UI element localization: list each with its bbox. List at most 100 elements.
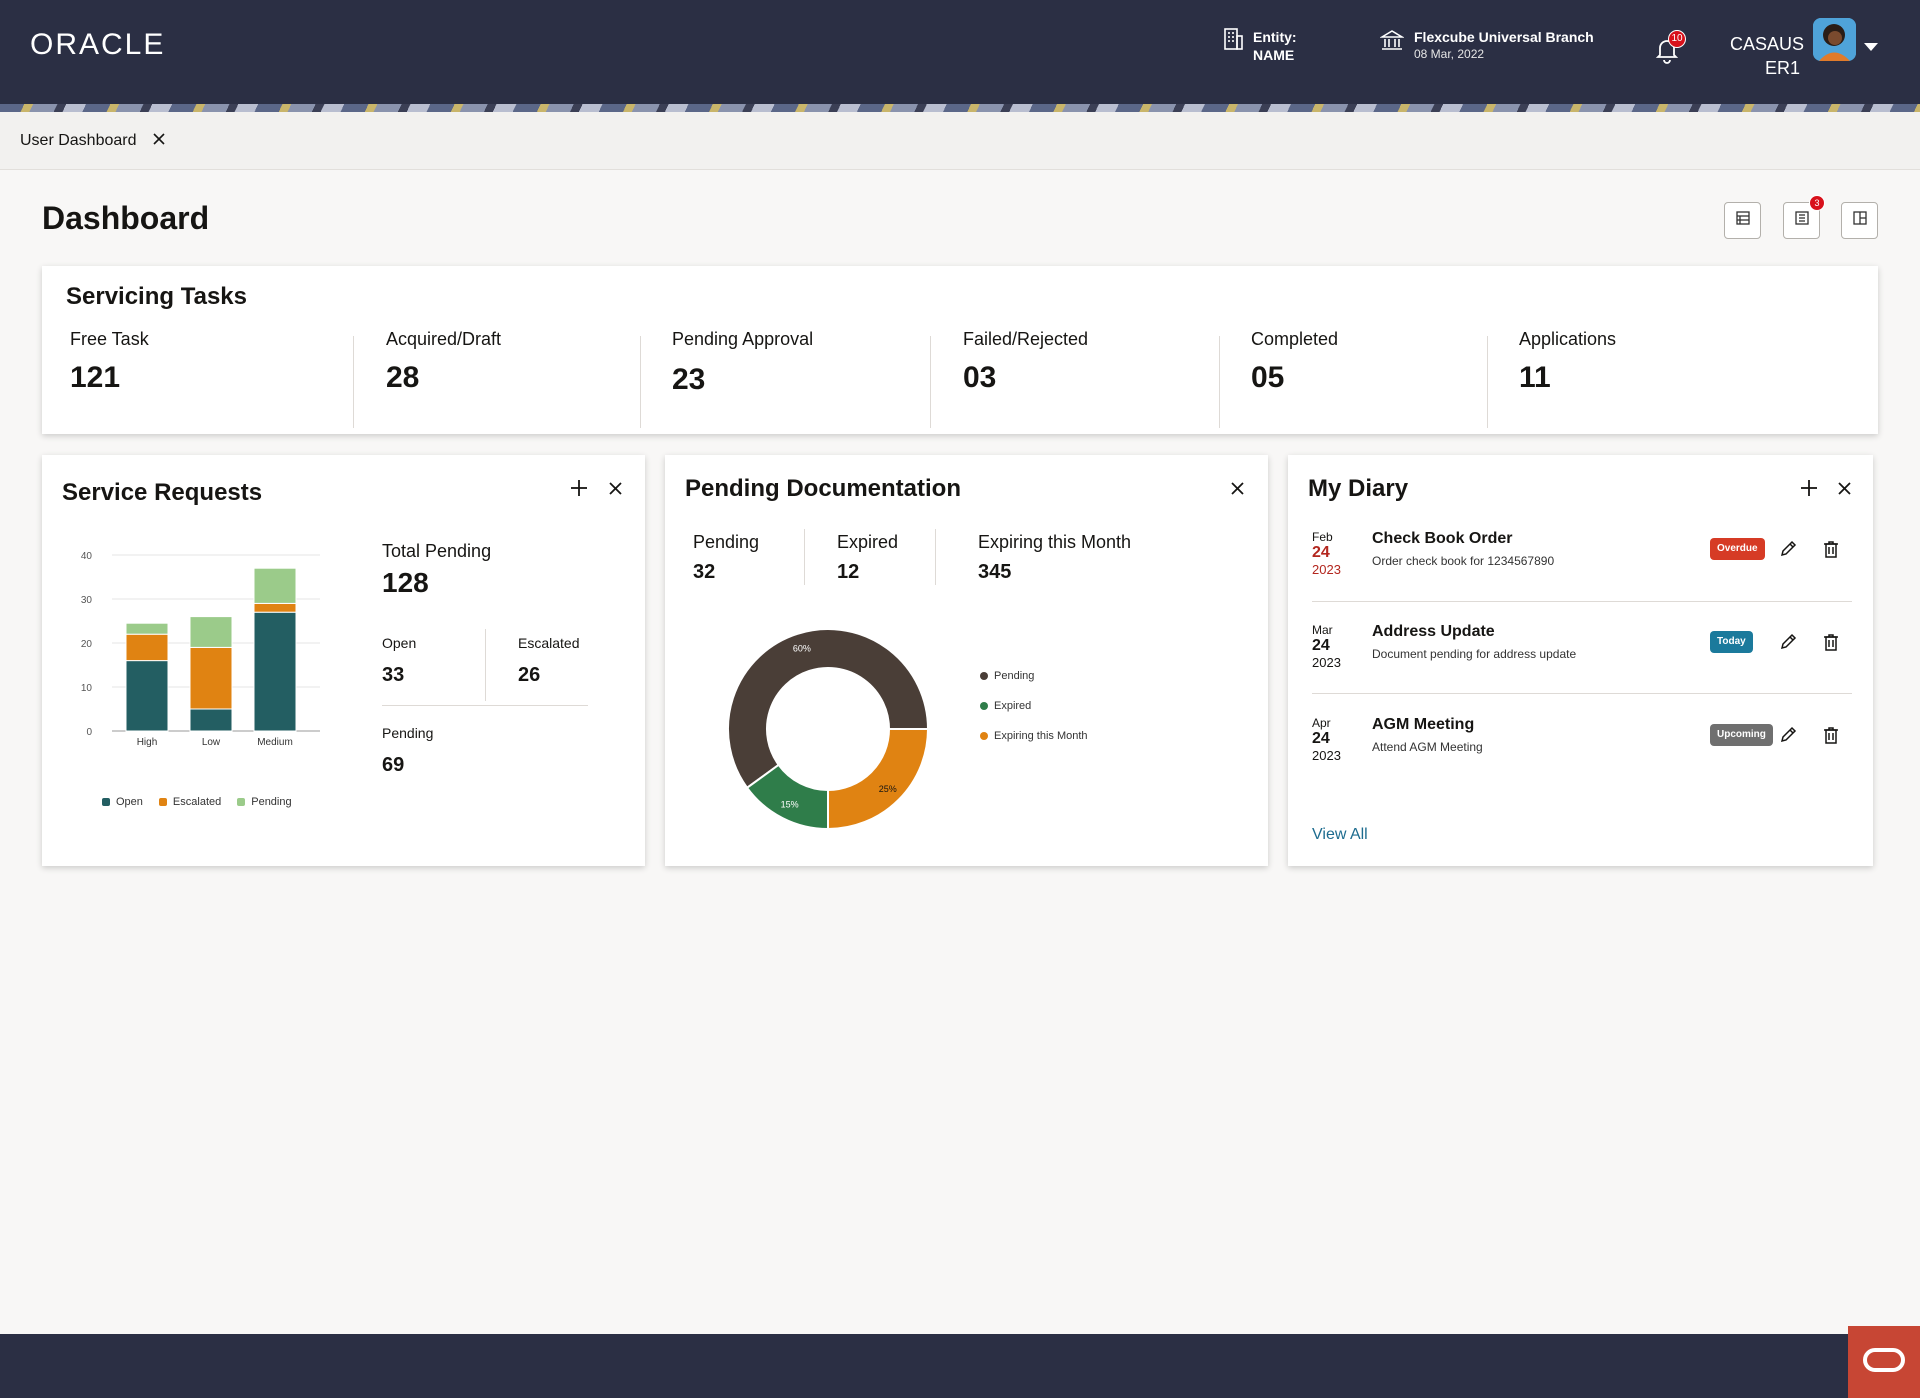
chart-legend: Pending Expired Expiring this Month	[980, 670, 1088, 742]
oracle-o-icon	[1862, 1347, 1906, 1378]
y-tick-label: 40	[81, 551, 93, 562]
y-tick-label: 0	[86, 727, 92, 738]
legend-label: Open	[116, 796, 143, 808]
legend-swatch	[158, 798, 167, 806]
legend-swatch	[237, 798, 246, 806]
bar-pending	[253, 567, 297, 604]
donut-slice-pending	[727, 628, 930, 790]
user-name-line2: ER1	[1764, 58, 1800, 78]
doc-stat-expired[interactable]: Expired 12	[837, 531, 898, 584]
notifications-button[interactable]: 10	[1654, 30, 1686, 64]
notification-badge: 10	[1668, 30, 1686, 48]
notes-button[interactable]: 3	[1783, 195, 1825, 239]
pending-documentation-card: Pending Documentation Pending 32 Expired…	[665, 455, 1268, 866]
delete-trash-icon[interactable]	[1820, 631, 1842, 653]
divider	[382, 705, 588, 706]
stat-label: Pending Approval	[672, 329, 814, 349]
total-pending-value: 128	[382, 567, 429, 598]
x-tick-label: Medium	[257, 737, 293, 748]
legend-label: Expiring this Month	[994, 730, 1088, 742]
bar-escalated	[125, 633, 169, 662]
diary-entry-subtitle: Attend AGM Meeting	[1372, 740, 1483, 754]
entity-label: Entity:	[1253, 29, 1297, 45]
stat-label: Completed	[1251, 329, 1339, 349]
close-icon[interactable]	[1833, 477, 1855, 499]
add-icon[interactable]	[1798, 477, 1820, 499]
servicing-tasks-card: Servicing Tasks Free Task 121 Acquired/D…	[42, 266, 1878, 434]
stat-value: 11	[1519, 361, 1551, 394]
diary-entry[interactable]: Feb 24 2023 Check Book Order Order check…	[1312, 530, 1852, 622]
stat-value: 32	[693, 561, 716, 583]
legend-item-escalated: Escalated	[158, 796, 221, 808]
close-icon[interactable]	[152, 132, 165, 150]
tab-label: User Dashboard	[20, 132, 137, 149]
branch-name: Flexcube Universal Branch	[1414, 29, 1594, 45]
user-name[interactable]: CASAUS ER1	[1730, 32, 1804, 80]
diary-month: Feb	[1312, 530, 1333, 544]
avatar[interactable]	[1813, 18, 1856, 61]
bar-escalated	[253, 602, 297, 613]
add-icon[interactable]	[568, 477, 590, 499]
oracle-assistant-button[interactable]	[1848, 1326, 1920, 1398]
legend-item-pending: Pending	[980, 670, 1088, 682]
doc-stat-expiring[interactable]: Expiring this Month 345	[978, 531, 1131, 584]
divider	[353, 336, 354, 428]
delete-trash-icon[interactable]	[1820, 724, 1842, 746]
tab-user-dashboard[interactable]: User Dashboard	[20, 132, 165, 150]
list-icon	[1735, 210, 1751, 231]
close-icon[interactable]	[604, 477, 626, 499]
list-view-button[interactable]	[1724, 202, 1761, 239]
status-badge: Upcoming	[1710, 724, 1773, 746]
donut-slice-expiring-this-month	[827, 728, 930, 831]
legend-swatch	[102, 798, 110, 806]
task-stat-pending-approval[interactable]: Pending Approval 23	[672, 328, 813, 424]
task-stat-acquired[interactable]: Acquired/Draft 28	[386, 328, 501, 424]
divider	[1487, 336, 1488, 428]
view-all-link[interactable]: View All	[1312, 826, 1368, 843]
diary-entry-title: Check Book Order	[1372, 530, 1513, 547]
divider	[930, 336, 931, 428]
stat-label: Pending	[693, 532, 760, 552]
divider	[935, 529, 936, 585]
diary-entry-subtitle: Document pending for address update	[1372, 647, 1577, 661]
diary-year: 2023	[1312, 562, 1341, 577]
stat-value: 12	[837, 561, 860, 583]
stat-label: Free Task	[70, 329, 149, 349]
tab-bar: User Dashboard	[0, 112, 1920, 170]
edit-pencil-icon[interactable]	[1777, 631, 1799, 653]
task-stat-completed[interactable]: Completed 05	[1251, 328, 1338, 424]
diary-day: 24	[1312, 637, 1330, 654]
task-stat-failed[interactable]: Failed/Rejected 03	[963, 328, 1088, 424]
legend-swatch	[980, 732, 988, 740]
entity-value: NAME	[1253, 47, 1295, 63]
user-menu-chevron-down-icon[interactable]	[1864, 38, 1878, 56]
task-stat-applications[interactable]: Applications 11	[1519, 328, 1616, 424]
chart-legend: Open Escalated Pending	[102, 796, 292, 808]
branch-selector[interactable]: Flexcube Universal Branch 08 Mar, 2022	[1379, 28, 1594, 62]
diary-day: 24	[1312, 730, 1330, 747]
legend-item-open: Open	[102, 796, 143, 808]
diary-entry-title: Address Update	[1372, 623, 1495, 640]
stat-value: 05	[1251, 361, 1285, 394]
edit-pencil-icon[interactable]	[1777, 538, 1799, 560]
doc-stat-pending[interactable]: Pending 32	[693, 531, 759, 584]
diary-entry[interactable]: Apr 24 2023 AGM Meeting Attend AGM Meeti…	[1312, 716, 1852, 808]
diary-month: Mar	[1312, 623, 1333, 637]
legend-label: Pending	[251, 796, 292, 808]
legend-item-expiring: Expiring this Month	[980, 730, 1088, 742]
stat-label: Acquired/Draft	[386, 329, 502, 349]
oracle-logo[interactable]: ORACLE	[30, 28, 190, 60]
task-stat-free[interactable]: Free Task 121	[70, 328, 149, 424]
delete-trash-icon[interactable]	[1820, 538, 1842, 560]
y-tick-label: 30	[81, 595, 93, 606]
entity-selector[interactable]: Entity: NAME	[1223, 28, 1297, 64]
my-diary-card: My Diary Feb 24 2023 Check Book Order Or…	[1288, 455, 1873, 866]
close-icon[interactable]	[1226, 477, 1248, 499]
diary-entry[interactable]: Mar 24 2023 Address Update Document pend…	[1312, 623, 1852, 715]
pending-label: Pending	[382, 725, 434, 741]
layout-button[interactable]	[1841, 202, 1878, 239]
layout-grid-icon	[1852, 210, 1868, 231]
bell-icon	[1654, 40, 1680, 68]
edit-pencil-icon[interactable]	[1777, 724, 1799, 746]
bar-pending	[189, 616, 233, 648]
